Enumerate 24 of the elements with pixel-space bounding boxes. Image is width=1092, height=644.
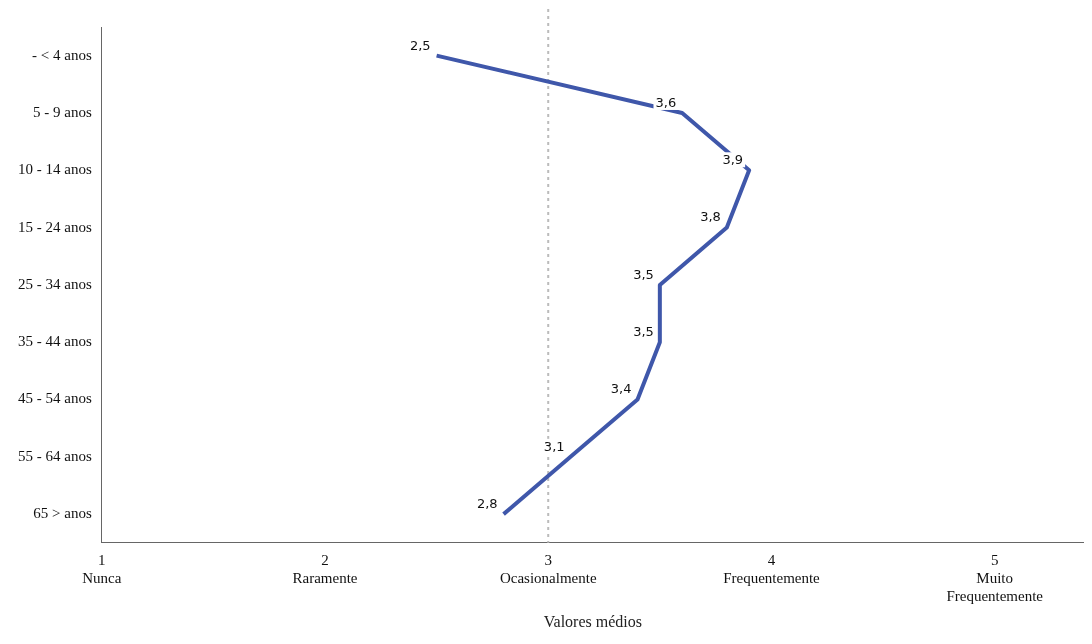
data-label: 3,4 <box>610 381 632 397</box>
y-tick-label: 55 - 64 anos <box>17 447 92 464</box>
x-tick-label: 5 Muito Frequentemente <box>946 551 1044 604</box>
y-tick-label: 35 - 44 anos <box>17 333 92 350</box>
x-tick-label: 3 Ocasionalmente <box>499 551 597 586</box>
x-tick-label: 4 Frequentemente <box>723 551 821 586</box>
y-tick-label: 45 - 54 anos <box>17 390 92 407</box>
y-tick-label: - < 4 anos <box>32 46 92 63</box>
y-tick-label: 15 - 24 anos <box>17 218 92 235</box>
data-label: 2,5 <box>409 37 431 53</box>
x-axis-title: Valores médios <box>543 612 642 630</box>
data-label: 3,1 <box>543 438 565 454</box>
y-tick-label: 10 - 14 anos <box>17 161 92 178</box>
data-label: 3,8 <box>700 209 721 225</box>
y-tick-label: 65 > anos <box>33 505 92 522</box>
data-label: 3,6 <box>655 94 677 110</box>
data-label: 3,9 <box>722 152 744 168</box>
y-tick-label: 25 - 34 anos <box>17 275 92 292</box>
data-label: 3,5 <box>633 324 654 340</box>
x-tick-label: 2 Raramente <box>292 551 358 586</box>
data-label: 3,5 <box>633 266 654 282</box>
x-tick-label: 1 Nunca <box>82 551 122 586</box>
data-label: 2,8 <box>476 496 498 512</box>
y-tick-label: 5 - 9 anos <box>32 103 92 120</box>
